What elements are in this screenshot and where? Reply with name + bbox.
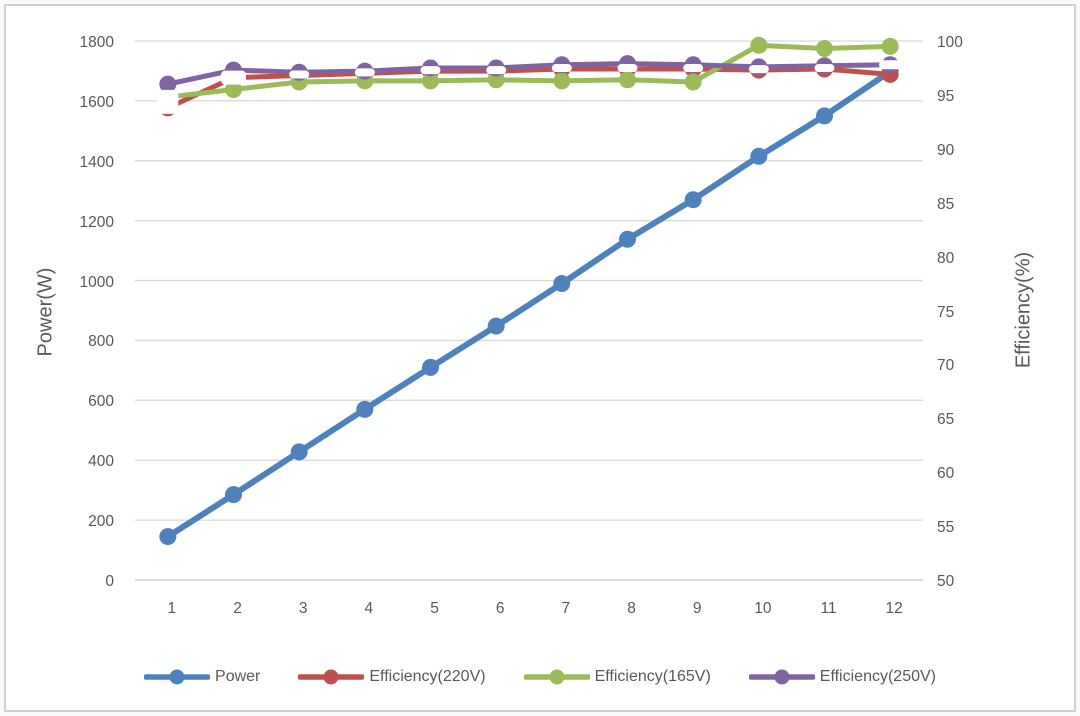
legend-swatch xyxy=(144,669,211,685)
marker-highlight xyxy=(289,70,310,79)
power-marker xyxy=(225,486,242,504)
legend-label: Power xyxy=(215,668,261,685)
marker-highlight xyxy=(814,64,835,73)
power-marker xyxy=(816,107,833,125)
y-axis-right-tick: 60 xyxy=(937,465,955,483)
efficiency-165v-marker xyxy=(816,40,833,58)
marker-highlight xyxy=(157,89,179,114)
efficiency-250v-marker xyxy=(159,75,177,93)
marker-highlight xyxy=(486,66,507,75)
legend-marker xyxy=(774,669,790,685)
y-axis-left-tick: 0 xyxy=(105,573,114,590)
y-axis-left-tick: 1200 xyxy=(79,213,114,231)
power-marker xyxy=(684,191,702,209)
y-axis-left-tick: 800 xyxy=(88,333,114,351)
y-axis-right-tick: 100 xyxy=(937,34,963,51)
y-axis-left-tick: 600 xyxy=(88,393,114,411)
y-axis-left-tick: 1400 xyxy=(79,153,114,171)
plot-area xyxy=(135,36,923,581)
y-axis-right-tick: 50 xyxy=(937,573,955,590)
y-axis-left-tick: 1800 xyxy=(79,34,114,51)
marker-highlight xyxy=(617,64,638,73)
efficiency-220v-line xyxy=(165,66,893,111)
y-axis-right-tick: 75 xyxy=(937,303,955,321)
efficiency-165v-line xyxy=(165,42,893,100)
legend-item-efficiency-250v: Efficiency(250V) xyxy=(748,668,936,686)
y-axis-left-tick: 1600 xyxy=(79,93,114,111)
efficiency-165v-marker xyxy=(684,73,702,91)
efficiency-165v-marker xyxy=(553,72,571,90)
legend-swatch xyxy=(523,669,590,685)
power-marker xyxy=(619,230,636,248)
y-axis-left-tick: 400 xyxy=(88,453,114,471)
y-axis-right-tick: 90 xyxy=(937,141,955,159)
x-axis-tick: 5 xyxy=(430,600,439,617)
efficiency-250v-line xyxy=(165,61,893,87)
legend-item-efficiency-165v: Efficiency(165V) xyxy=(523,668,711,686)
efficiency-165v-marker xyxy=(881,37,899,55)
x-axis-tick: 2 xyxy=(233,600,242,617)
power-marker xyxy=(422,358,439,376)
x-axis-tick: 8 xyxy=(627,600,636,617)
legend-swatch xyxy=(298,669,365,685)
right-axis-title: Efficiency(%) xyxy=(1012,251,1035,369)
chart-container: Power(W) Efficiency(%) 1800 1600 1400 1200 1… xyxy=(4,4,1076,712)
legend-marker xyxy=(169,669,185,685)
x-axis-tick: 4 xyxy=(364,600,374,617)
x-axis-tick: 3 xyxy=(298,600,308,617)
x-axis-tick: 9 xyxy=(692,600,702,617)
x-axis-tick: 10 xyxy=(754,600,772,617)
y-axis-right-tick: 80 xyxy=(937,249,955,267)
efficiency-165v-marker xyxy=(487,71,505,89)
power-marker xyxy=(487,317,505,335)
y-axis-right-tick: 55 xyxy=(937,519,955,537)
x-axis-tick: 12 xyxy=(885,600,903,617)
power-marker xyxy=(290,443,308,461)
power-marker xyxy=(750,147,768,165)
power-marker xyxy=(159,528,177,546)
legend-label: Efficiency(250V) xyxy=(819,668,936,685)
legend-item-power: Power xyxy=(144,668,260,686)
marker-highlight xyxy=(748,65,769,74)
marker-highlight xyxy=(354,68,375,77)
legend-swatch xyxy=(748,669,815,685)
y-axis-right-tick: 95 xyxy=(937,87,955,105)
legend-marker xyxy=(323,669,339,685)
y-axis-right-tick: 70 xyxy=(937,357,955,375)
marker-highlight xyxy=(551,64,572,73)
marker-highlight xyxy=(879,60,902,70)
efficiency-165v-marker xyxy=(225,81,242,99)
y-axis-right-tick: 65 xyxy=(937,411,955,429)
legend-item-efficiency-220v: Efficiency(220V) xyxy=(298,668,486,686)
x-axis-tick: 6 xyxy=(495,600,505,617)
efficiency-165v-marker xyxy=(750,36,768,54)
y-axis-right-tick: 85 xyxy=(937,195,955,213)
marker-highlight xyxy=(420,66,441,75)
efficiency-165v-marker xyxy=(619,71,636,89)
x-axis-tick: 11 xyxy=(820,600,837,617)
x-axis-tick: 1 xyxy=(167,600,177,617)
y-axis-left-tick: 200 xyxy=(88,513,114,531)
legend: Power Efficiency(220V) Efficiency(165V) Eff… xyxy=(6,658,1074,696)
x-axis-tick: 7 xyxy=(561,600,571,617)
efficiency-165v-marker xyxy=(422,72,439,90)
power-marker xyxy=(356,400,374,418)
power-marker xyxy=(553,275,571,293)
power-line xyxy=(164,68,894,540)
marker-highlight xyxy=(221,70,246,85)
legend-label: Efficiency(220V) xyxy=(369,668,486,685)
legend-marker xyxy=(549,669,565,685)
marker-highlight xyxy=(683,64,704,73)
legend-label: Efficiency(165V) xyxy=(594,668,711,685)
y-axis-left-tick: 1000 xyxy=(79,273,114,291)
